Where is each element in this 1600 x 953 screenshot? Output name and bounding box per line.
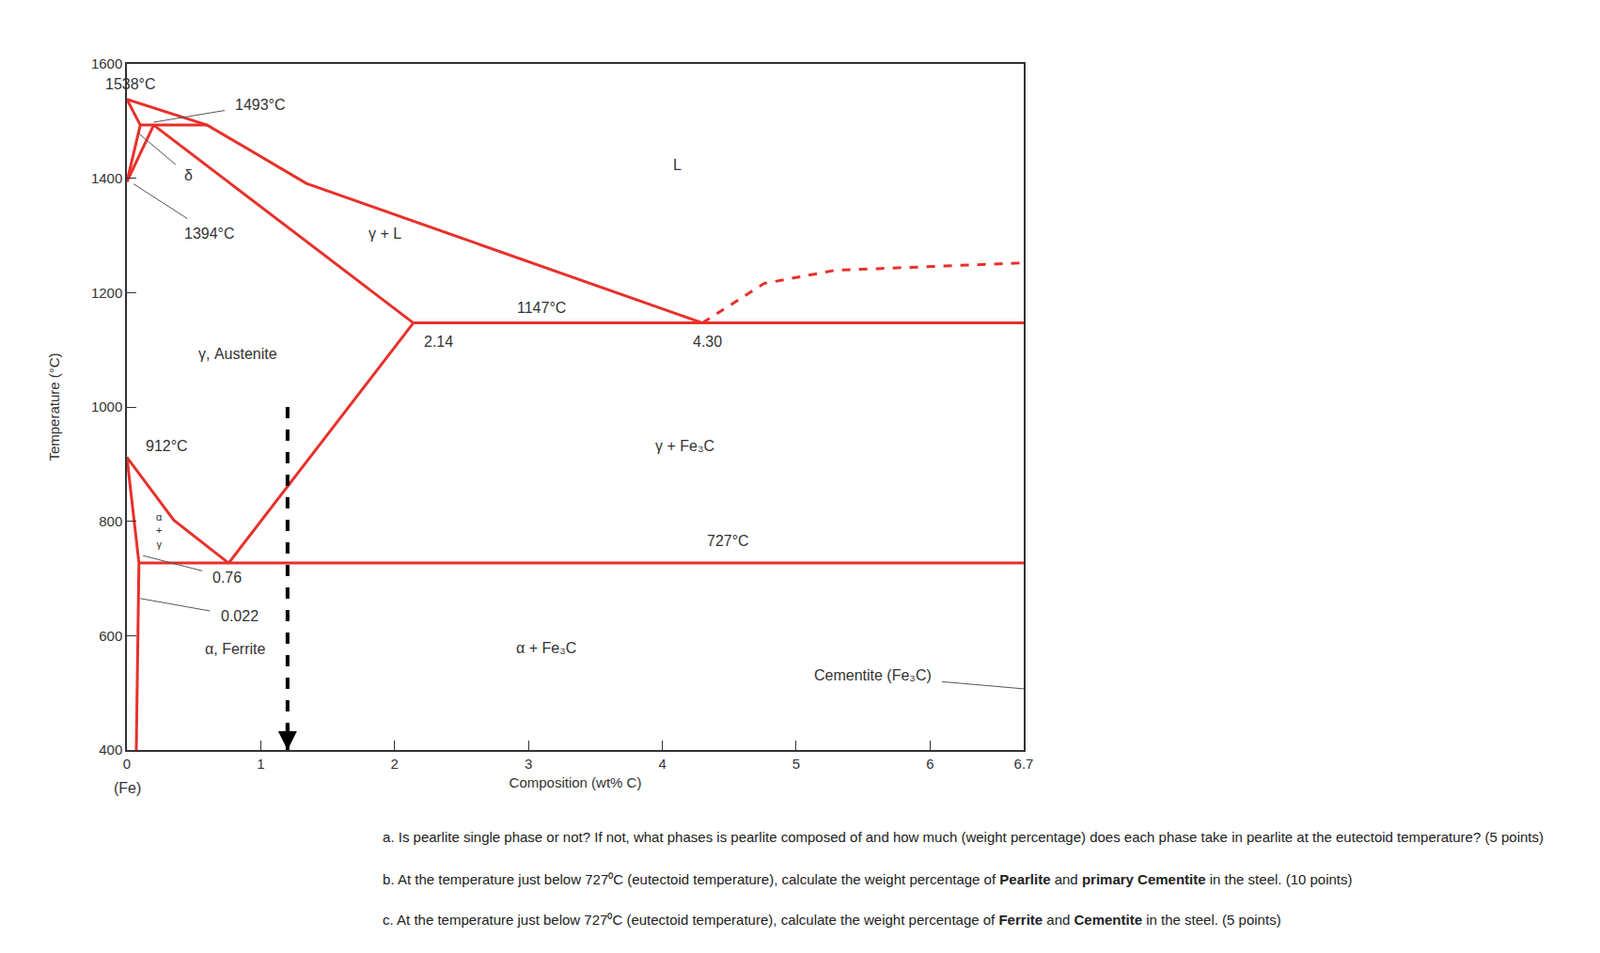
svg-text:γ + L: γ + L <box>368 225 402 242</box>
svg-text:1: 1 <box>256 755 265 772</box>
svg-text:Temperature (°C): Temperature (°C) <box>46 352 63 461</box>
svg-text:2: 2 <box>391 755 399 772</box>
svg-text:0.022: 0.022 <box>220 608 259 625</box>
svg-text:600: 600 <box>98 627 123 644</box>
svg-text:0.76: 0.76 <box>212 569 242 586</box>
svg-text:4: 4 <box>658 755 666 772</box>
svg-text:1000: 1000 <box>91 398 123 415</box>
svg-text:3: 3 <box>524 755 533 772</box>
svg-text:γ, Austenite: γ, Austenite <box>198 345 278 362</box>
svg-text:0: 0 <box>123 755 131 772</box>
svg-text:Cementite (Fe₃C): Cementite (Fe₃C) <box>814 667 932 684</box>
svg-text:α, Ferrite: α, Ferrite <box>204 641 266 658</box>
svg-text:α + Fe₃C: α + Fe₃C <box>516 640 577 657</box>
html-text:b. At the temperature just bel: b. At the temperature just below 727⁰C (… <box>382 871 1353 888</box>
svg-text:2.14: 2.14 <box>423 333 454 350</box>
svg-text:1200: 1200 <box>91 284 123 301</box>
html-text:c. At the temperature just bel: c. At the temperature just below 727⁰C (… <box>382 911 1281 928</box>
svg-text:1147°C: 1147°C <box>517 299 566 316</box>
svg-text:1400: 1400 <box>91 170 123 187</box>
svg-text:5: 5 <box>792 755 800 772</box>
svg-text:400: 400 <box>98 741 123 758</box>
svg-text:(Fe): (Fe) <box>113 780 142 797</box>
html-text:A carbon-steel specimen compos: A carbon-steel specimen composed of 1.2%… <box>20 8 1378 27</box>
svg-text:727°C: 727°C <box>706 533 750 550</box>
html-text:a. Is pearlite single phase or: a. Is pearlite single phase or not? If n… <box>382 829 1544 846</box>
svg-text:δ: δ <box>184 167 193 184</box>
svg-text:912°C: 912°C <box>145 438 189 455</box>
svg-text:6.7: 6.7 <box>1014 755 1035 772</box>
svg-text:1493°C: 1493°C <box>235 96 286 113</box>
svg-text:Composition (wt% C): Composition (wt% C) <box>509 774 643 791</box>
svg-text:γ + Fe₃C: γ + Fe₃C <box>655 438 715 455</box>
svg-text:1394°C: 1394°C <box>184 225 236 242</box>
svg-text:1600: 1600 <box>91 55 123 72</box>
svg-text:α+γ: α+γ <box>156 511 163 550</box>
svg-text:1538°C: 1538°C <box>105 76 157 93</box>
svg-text:4.30: 4.30 <box>692 333 722 350</box>
svg-text:6: 6 <box>925 755 934 772</box>
svg-text:800: 800 <box>98 513 123 530</box>
svg-text:L: L <box>673 156 682 173</box>
